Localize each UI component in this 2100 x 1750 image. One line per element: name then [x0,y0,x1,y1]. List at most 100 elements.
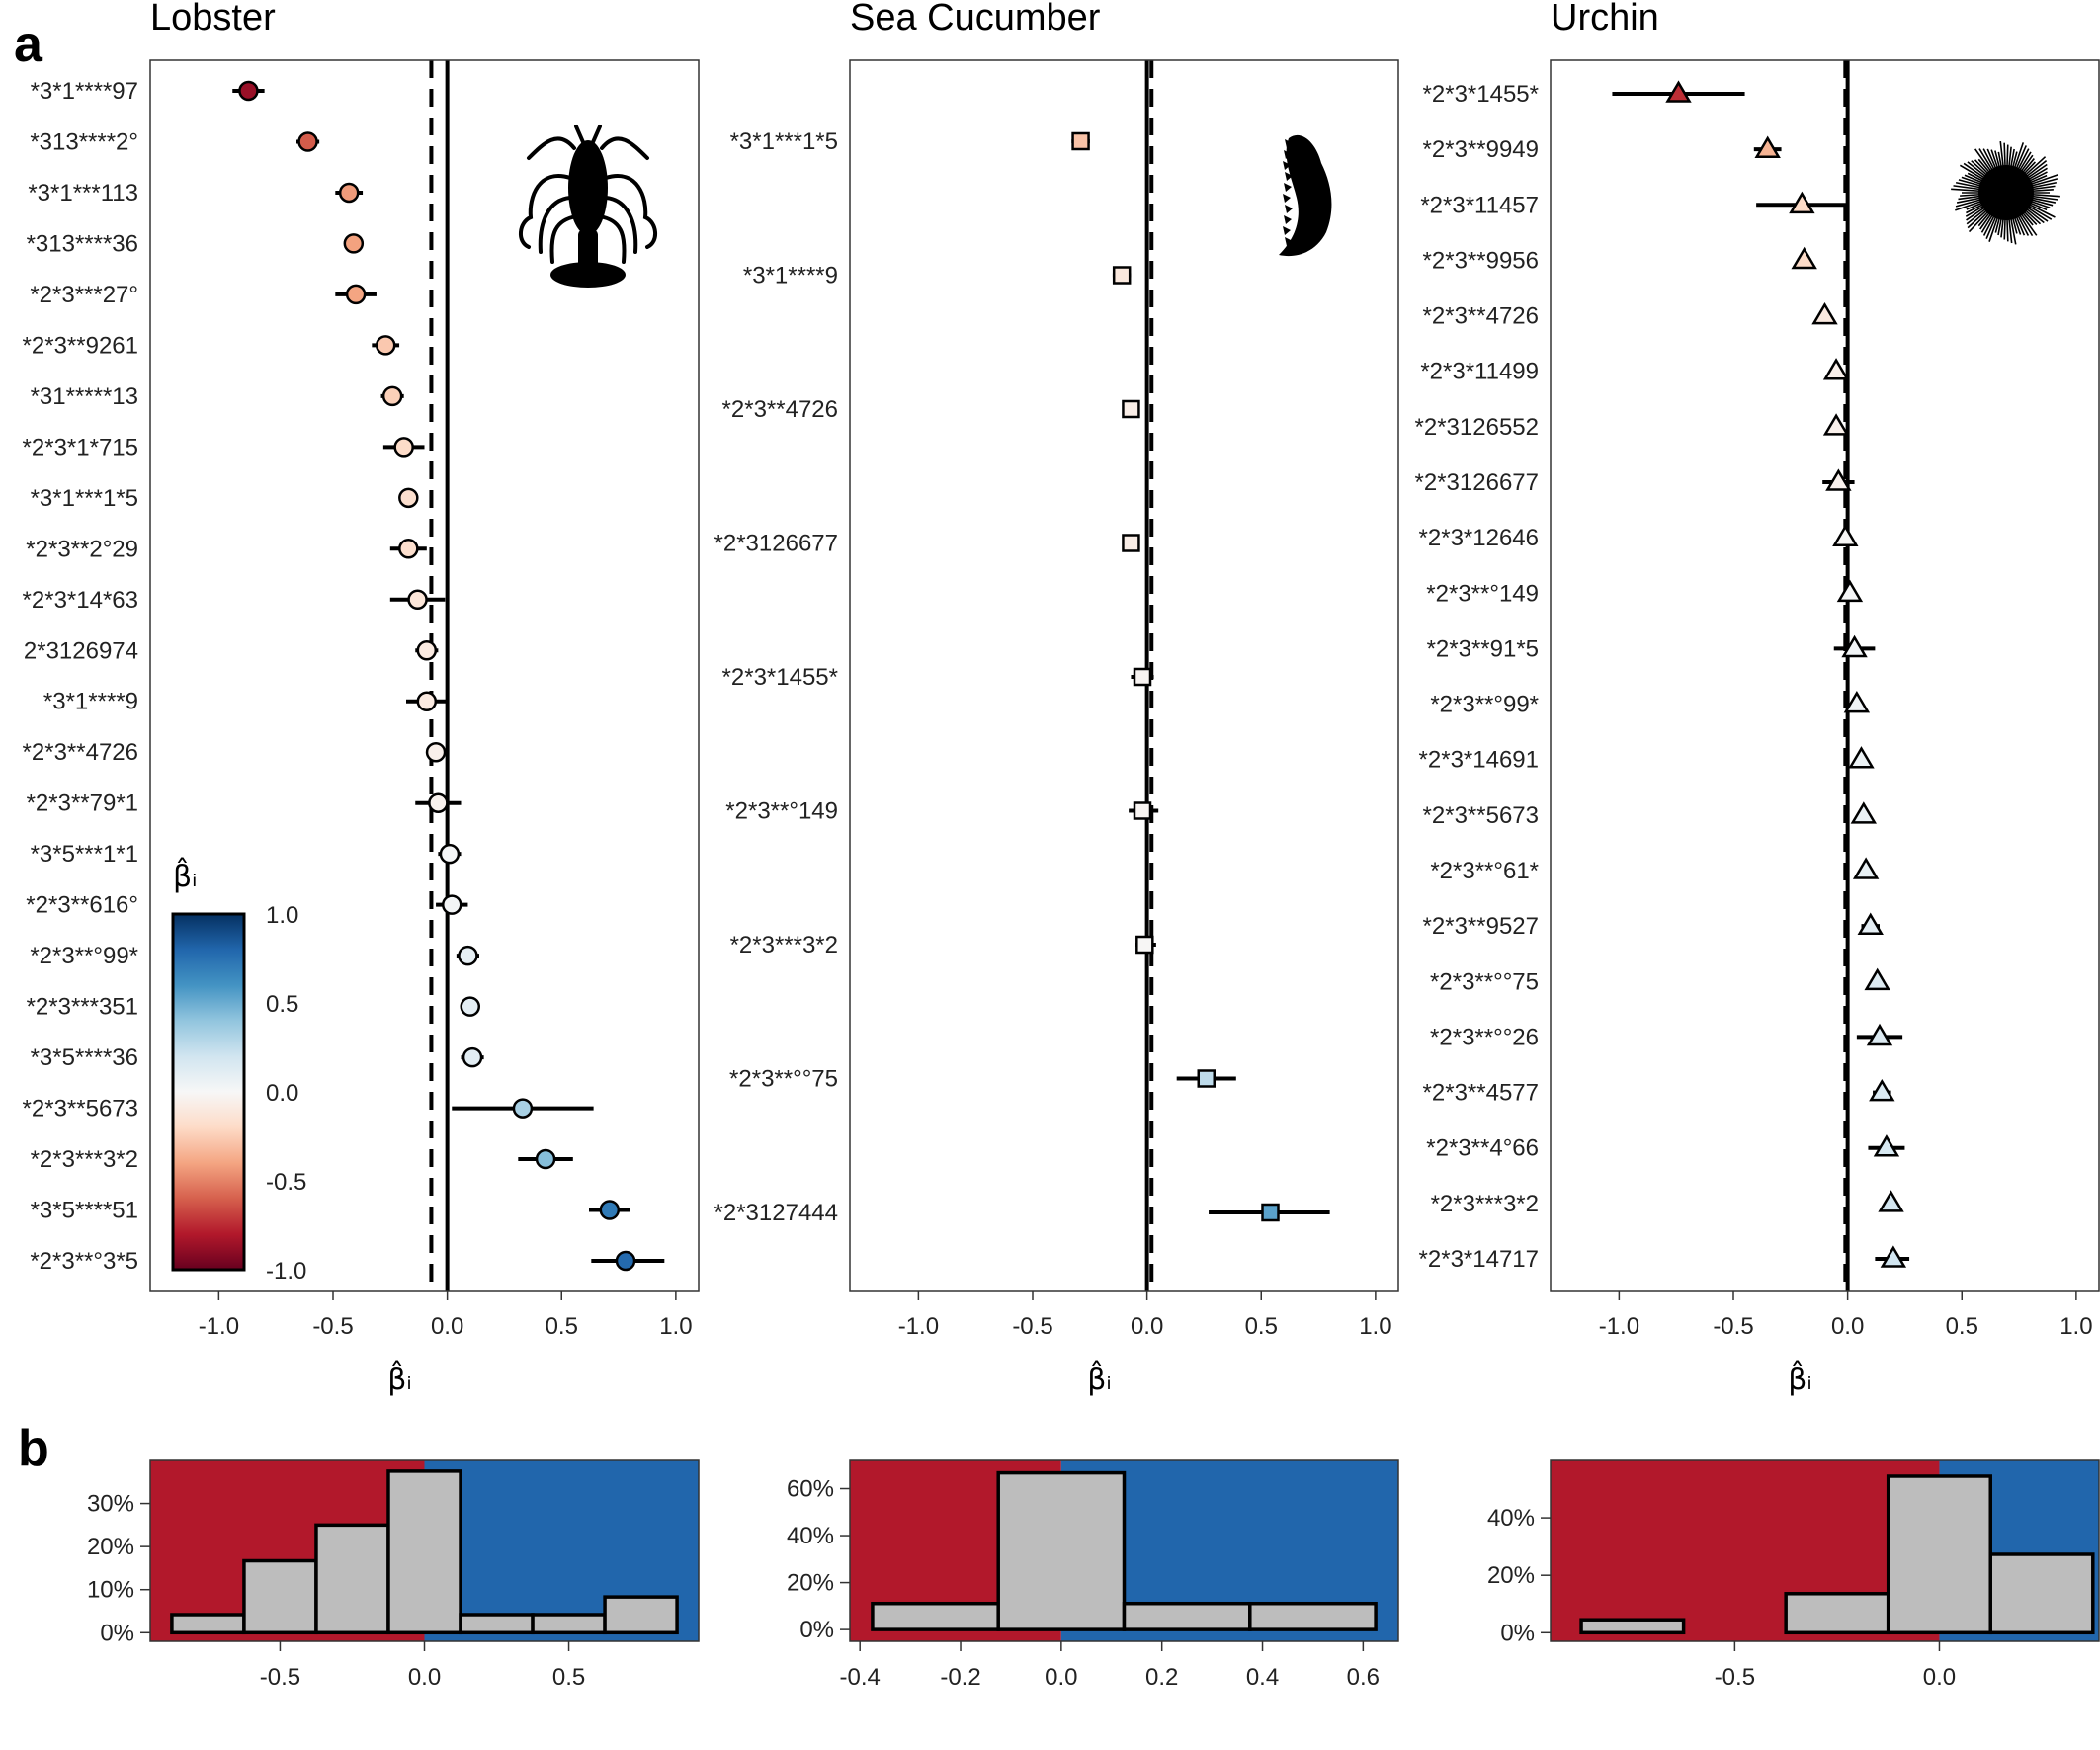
x-tick-label: 0.6 [1347,1664,1380,1691]
x-tick-label: 0.5 [546,1313,578,1340]
x-tick-label: 0.4 [1246,1664,1279,1691]
data-point [1133,801,1152,820]
x-tick-label: -0.5 [260,1664,300,1691]
category-label: *2*3**4°66 [1426,1135,1539,1162]
x-axis-label: β̂ᵢ [387,1360,412,1397]
category-label: *3*5***1*1 [31,841,138,868]
histogram-bar [1886,1474,1992,1635]
data-point [398,539,419,559]
data-point [1197,1069,1216,1088]
histogram-bar [386,1469,462,1635]
category-label: *2*3**9261 [23,332,138,359]
category-label: *2*3**2°29 [26,536,138,562]
x-tick-label: 0.0 [431,1313,463,1340]
data-point [428,792,449,813]
panel-title: Sea Cucumber [850,0,1101,39]
category-label: *2*3*1455* [1423,81,1539,108]
x-tick-label: 0.0 [408,1664,441,1691]
data-point [345,284,367,305]
category-label: *2*3126677 [714,531,838,557]
sea-cucumber-icon [1279,134,1332,257]
data-point [439,843,461,865]
x-tick-label: 1.0 [2059,1313,2092,1340]
data-point [1869,1078,1895,1102]
x-tick-label: -0.5 [1713,1313,1753,1340]
x-tick-label: 0.5 [552,1664,585,1691]
category-label: *2*3**4726 [1423,303,1539,330]
category-label: *2*3*14*63 [23,587,138,614]
plot-frame [849,1459,1399,1642]
category-label: *2*3**79*1 [27,791,138,817]
category-label: *2*3127444 [714,1200,838,1226]
colorbar-tick-label: -0.5 [266,1169,306,1196]
category-label: *2*3**4577 [1423,1080,1539,1107]
category-label: *2*3**°149 [725,798,838,825]
data-point [599,1200,621,1220]
category-label: *3*1****9 [43,689,138,715]
data-point [1122,534,1140,552]
x-tick-label: -0.5 [1012,1313,1052,1340]
panel-title: Lobster [150,0,276,39]
data-point [535,1148,556,1170]
data-point [393,437,414,458]
x-tick-label: 1.0 [659,1313,692,1340]
x-tick-label: -1.0 [898,1313,939,1340]
category-label: 2*3126974 [24,637,138,664]
histogram-bar [531,1613,607,1635]
x-tick-label: 0.0 [1923,1664,1956,1691]
category-label: *2*3***3*2 [31,1146,138,1173]
histogram-bar [1248,1601,1378,1631]
category-label: *2*3*1455* [722,664,838,691]
data-point [1261,1203,1280,1222]
data-point [1832,524,1859,546]
panel-title: Urchin [1551,0,1659,39]
category-label: *2*3**°°75 [729,1066,838,1093]
y-tick-label: 0% [100,1620,134,1646]
data-point [416,691,438,711]
colorbar-tick-label: 1.0 [266,902,298,929]
plot-frame [849,59,1399,1292]
category-label: *2*3*14691 [1419,747,1539,774]
colorbar-gradient [171,912,246,1272]
data-point [398,487,419,509]
category-label: *2*3**4726 [23,739,138,766]
urchin-icon [1951,140,2060,245]
category-label: *2*3126677 [1415,469,1539,496]
data-point [1071,131,1090,151]
histogram-bar [170,1613,246,1635]
category-label: *2*3***27° [30,282,138,308]
histogram-panel-2: 0% 20% 40% 60% -0.4 -0.2 0.0 0.2 0.4 0.6 [787,1459,1399,1691]
category-label: *3*1****9 [743,263,838,290]
y-tick-label: 20% [1487,1562,1535,1589]
category-label: *2*3**°61* [1430,858,1539,884]
data-point [1112,266,1132,285]
x-tick-label: 0.0 [1831,1313,1864,1340]
data-point [1852,857,1880,879]
colorbar-tick-label: 0.0 [266,1080,298,1107]
category-label: *3*5****36 [31,1044,138,1071]
data-point [442,894,462,915]
y-tick-label: 20% [87,1534,134,1560]
panel-label-a: a [14,16,43,73]
dot-panel-3: Urchin *2*3*1455* *2*3**9949 *2*3*11457 *2*3… [1415,0,2100,1397]
category-label: *2*3**9956 [1423,247,1539,274]
category-label: *2*3**°°26 [1430,1024,1539,1050]
category-label: *313****36 [27,230,138,257]
histogram-bar [242,1558,318,1635]
x-tick-label: -0.2 [940,1664,980,1691]
data-point [1135,935,1154,955]
data-point [1850,801,1877,824]
colorbar: β̂ᵢ 1.0 0.5 0.0 -0.5 -1.0 [171,857,306,1285]
data-point [512,1098,534,1119]
histogram-panel-3: 0% 20% 40% -0.5 0.0 [1487,1459,2100,1691]
data-point [375,335,396,356]
x-tick-label: 1.0 [1359,1313,1391,1340]
data-point [1133,667,1152,687]
x-tick-label: -1.0 [1599,1313,1639,1340]
category-label: *3*1****97 [31,78,138,105]
category-label: *2*3***351 [27,994,138,1021]
category-label: *2*3**°99* [30,943,138,969]
category-label: *2*3**91*5 [1427,635,1539,662]
data-point [460,996,480,1017]
y-tick-label: 40% [787,1523,834,1549]
